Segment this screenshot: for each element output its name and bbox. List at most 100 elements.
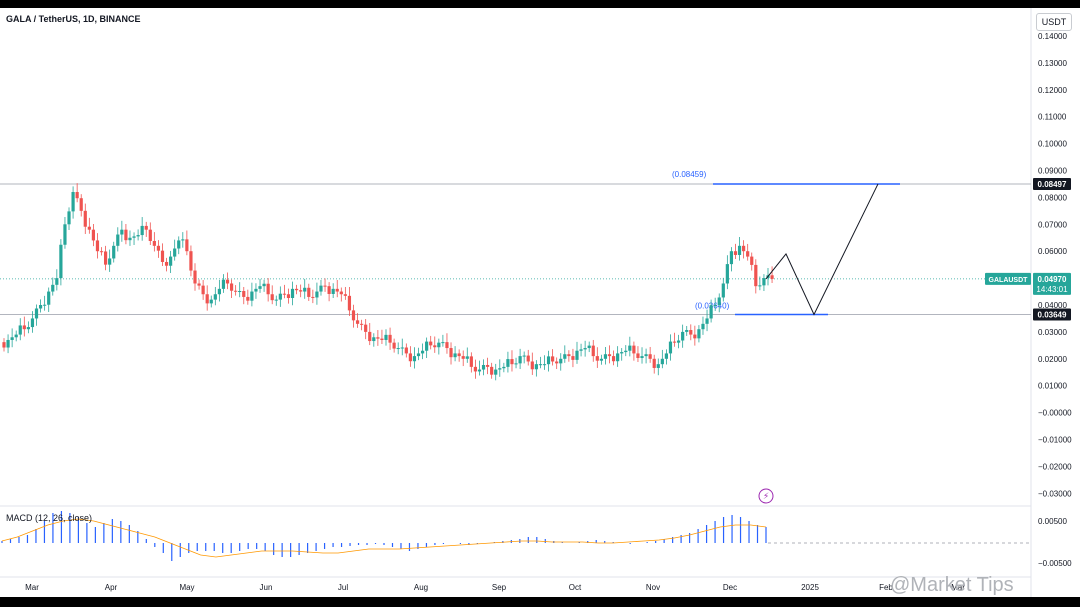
lightning-icon [758, 488, 774, 504]
candle-body [83, 210, 87, 227]
candle-body [685, 330, 689, 332]
candle-body [563, 354, 567, 359]
candle-body [185, 239, 189, 252]
y-tick-label: 0.10000 [1038, 140, 1067, 149]
candle-body [160, 250, 165, 262]
chart-frame: 0.14000 0.13000 0.12000 0.11000 0.10000 0.090… [0, 8, 1080, 597]
candle-body [628, 345, 632, 351]
candle-body [331, 288, 335, 294]
currency-selector[interactable]: USDT [1036, 13, 1072, 31]
candle-body [750, 256, 754, 265]
y-tick-label: 0.08000 [1038, 193, 1067, 202]
candle-body [38, 305, 43, 309]
candle-body [108, 258, 112, 265]
price-axis [1031, 8, 1080, 597]
current-price-tag: 0.04970 [1038, 275, 1067, 284]
y-tick-label: −0.02000 [1038, 462, 1072, 471]
candle-body [473, 366, 478, 372]
candle-body [364, 324, 368, 332]
x-tick-label: Sep [492, 583, 507, 592]
candle-body [290, 288, 295, 299]
y-tick-label: 0.06000 [1038, 247, 1067, 256]
y-tick-label: 0.09000 [1038, 167, 1067, 176]
candle-body [339, 291, 343, 295]
x-tick-label: Oct [569, 583, 582, 592]
candle-body [335, 288, 339, 292]
candle-body [30, 318, 35, 328]
candle-body [87, 226, 91, 230]
candle-body [416, 353, 421, 357]
candle-body [433, 345, 437, 348]
symbol-tag: GALAUSDT [989, 277, 1029, 284]
candle-body [408, 353, 412, 362]
x-tick-label: Apr [105, 583, 118, 592]
candle-body [6, 339, 10, 348]
candle-body [498, 368, 502, 370]
candle-body [67, 211, 71, 225]
candle-body [246, 296, 250, 301]
candle-body [583, 348, 587, 350]
candle-body [2, 342, 6, 348]
target-annotation: (0.08459) [672, 170, 707, 179]
candle-body [193, 270, 197, 284]
macd-tick-label: −0.00500 [1038, 559, 1072, 568]
candle-body [567, 354, 571, 357]
candle-body [506, 359, 510, 367]
candle-body [103, 251, 108, 265]
candle-body [485, 364, 490, 367]
projection-path [765, 183, 879, 316]
candle-body [412, 356, 417, 362]
candle-body [746, 251, 750, 257]
candle-body [266, 283, 270, 295]
candle-body [229, 283, 234, 291]
candle-body [189, 251, 193, 271]
candle-body [213, 294, 217, 300]
candle-body [693, 334, 697, 339]
candle-body [429, 341, 433, 346]
candle-body [709, 305, 713, 319]
current-price-tag-bg [1033, 272, 1071, 295]
x-tick-label: Mar [25, 583, 39, 592]
candle-body [396, 348, 400, 350]
candle-body [717, 297, 721, 305]
candle-body [591, 345, 595, 357]
candle-body [10, 337, 14, 340]
candle-body [652, 358, 656, 368]
macd-signal-line [1, 518, 767, 558]
candle-body [644, 354, 648, 357]
candle-body [441, 342, 445, 344]
x-tick-label: Dec [723, 583, 737, 592]
candle-body [26, 327, 30, 330]
candle-body [209, 299, 213, 304]
candle-body [490, 366, 494, 375]
candle-body [729, 251, 734, 265]
candle-body [465, 356, 469, 359]
candle-body [221, 279, 226, 289]
candle-body [99, 251, 104, 253]
candle-body [595, 356, 599, 361]
candle-body [542, 364, 547, 366]
candle-body [55, 278, 59, 285]
candle-body [22, 325, 26, 330]
candle-body [351, 310, 356, 321]
x-tick-label: Jul [338, 583, 348, 592]
candle-body [242, 291, 246, 297]
candle-body [404, 347, 408, 354]
candle-body [75, 192, 79, 199]
x-tick-label: Nov [646, 583, 660, 592]
candle-body [587, 345, 591, 349]
candle-body [372, 337, 376, 342]
chart-canvas[interactable]: 0.14000 0.13000 0.12000 0.11000 0.10000 0.090… [0, 8, 1080, 597]
candle-body [445, 342, 449, 349]
candle-body [116, 234, 120, 246]
candle-body [95, 240, 100, 252]
candle-body [522, 355, 526, 357]
candle-body [128, 237, 132, 241]
y-tick-label: −0.03000 [1038, 489, 1072, 498]
x-tick-label: Feb [879, 583, 893, 592]
candle-body [205, 294, 209, 304]
candle-body [225, 279, 230, 284]
candle-body [152, 240, 156, 246]
candle-body [640, 356, 644, 358]
candle-body [648, 354, 652, 359]
